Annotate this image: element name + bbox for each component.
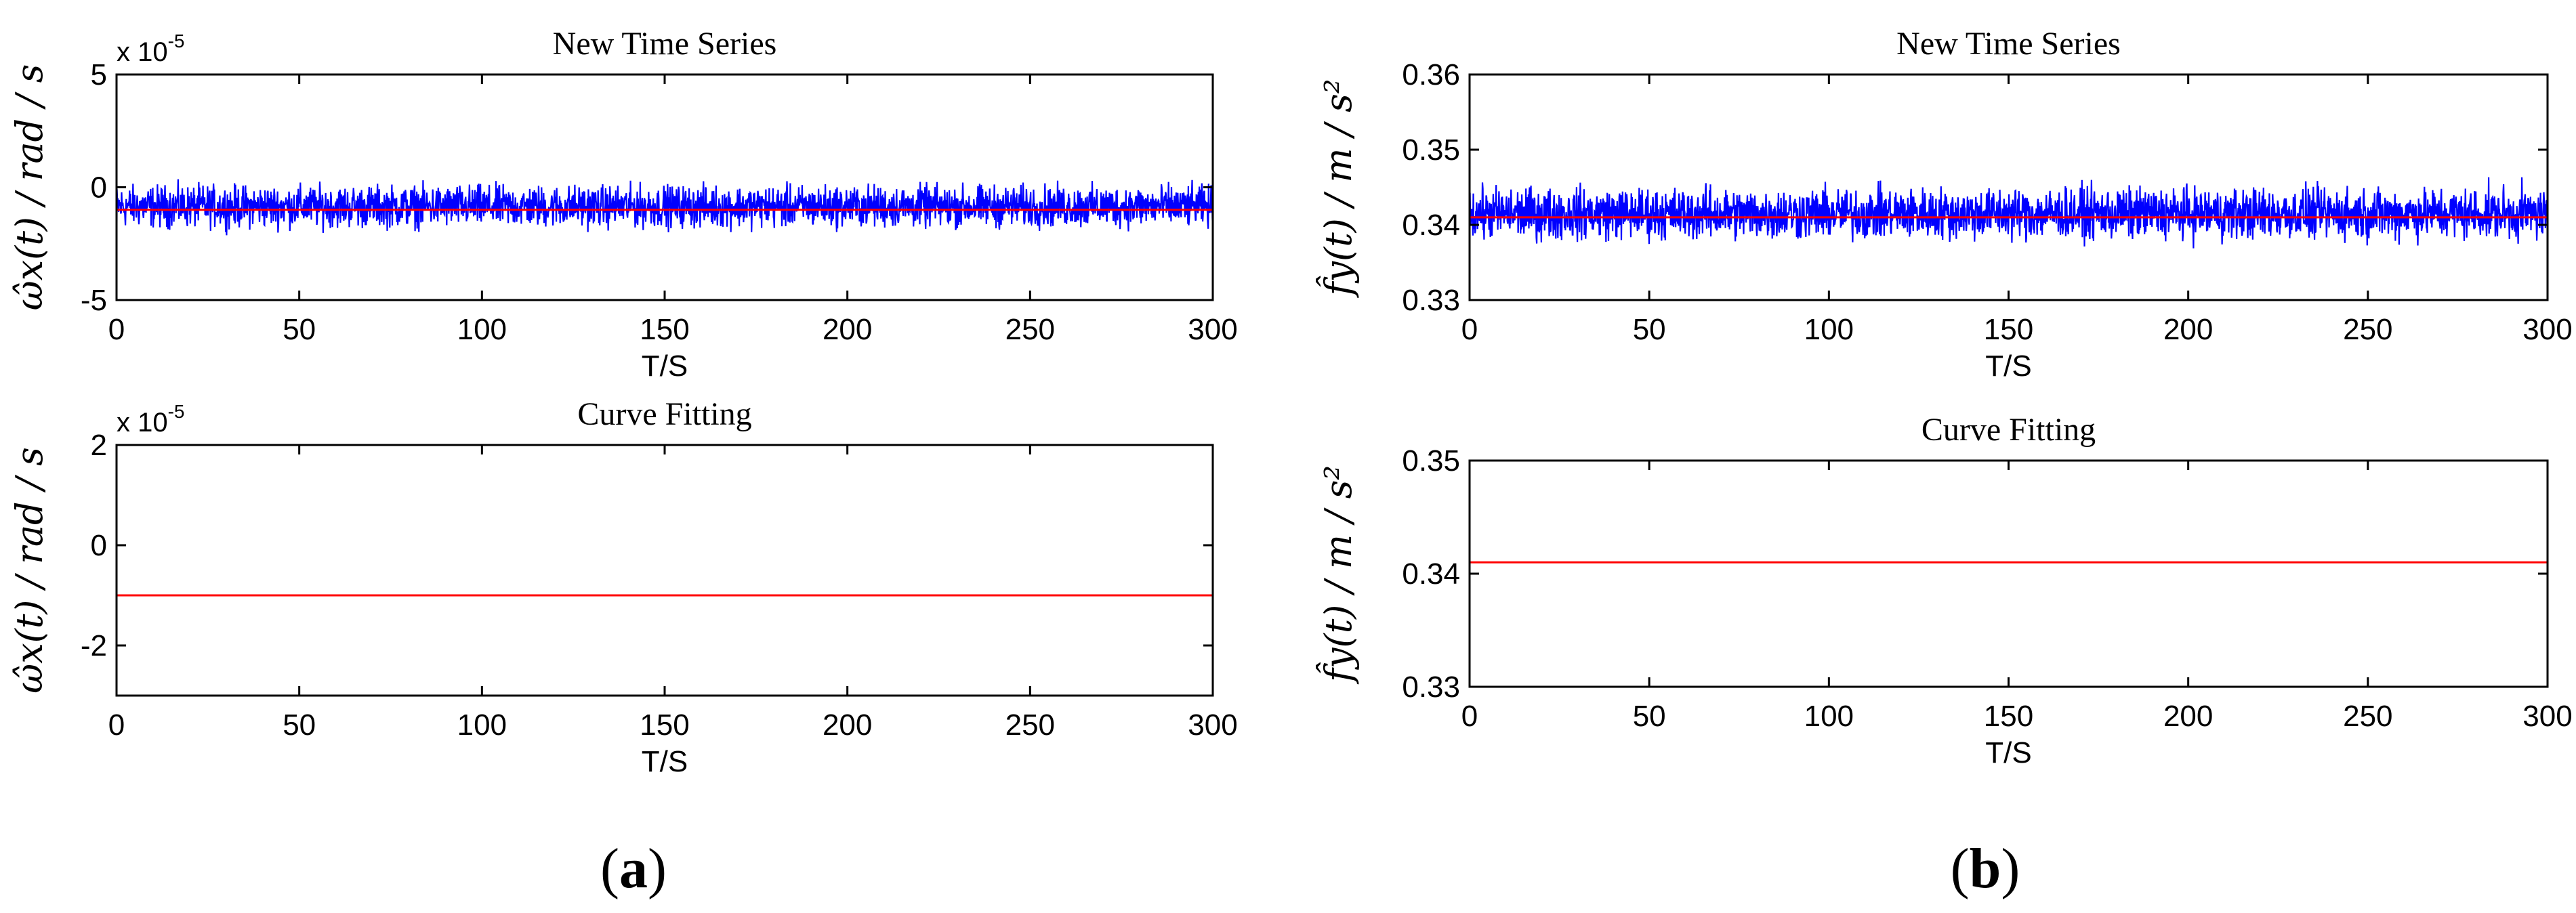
axes-frame: [115, 444, 1214, 697]
x-tick-label: 50: [283, 313, 316, 346]
panel-label-close-paren: ): [648, 837, 667, 900]
y-exponent-power: -5: [168, 401, 185, 422]
x-tick-label: 250: [1005, 708, 1055, 742]
y-tick-label: 0.34: [1402, 209, 1460, 242]
x-tick-label: 300: [1188, 313, 1237, 346]
series-signal-trace: [1470, 177, 2548, 249]
chart-b-bottom: 0 50 100 150 200 250 300 0.33 0.34 0.35 Curve Fitt…: [1315, 412, 2572, 769]
panel-label-letter: b: [1970, 837, 2001, 900]
x-tick-label: 50: [1633, 700, 1666, 733]
x-tick-label: 0: [1461, 313, 1478, 346]
x-tick-label: 100: [1804, 700, 1854, 733]
y-tick-label: 0.34: [1402, 557, 1460, 591]
x-tick-label: 100: [1804, 313, 1854, 346]
y-tick-label: 0.33: [1402, 284, 1460, 317]
x-tick-label: 300: [2522, 700, 2572, 733]
y-exponent-power: -5: [168, 30, 185, 51]
y-tick-label: -5: [81, 284, 107, 317]
panel-label-b: (b): [1951, 837, 2020, 900]
x-tick-label: 250: [1005, 313, 1055, 346]
y-tick-label: 0: [91, 529, 107, 562]
x-axis-label: T/S: [1985, 736, 2031, 769]
x-tick-label: 0: [108, 708, 125, 742]
x-tick-label: 250: [2343, 313, 2392, 346]
x-tick-label: 100: [457, 313, 507, 346]
y-tick-label: 2: [91, 429, 107, 462]
x-tick-label: 50: [1633, 313, 1666, 346]
x-tick-label: 150: [640, 708, 689, 742]
x-tick-label: 200: [823, 313, 872, 346]
y-axis-label: f̂y(t) / m / s²: [1315, 79, 1360, 299]
y-exponent-label: x 10-5: [117, 401, 185, 438]
y-tick-label: -2: [81, 629, 107, 662]
panel-label-a: (a): [600, 837, 667, 900]
axes-frame: [115, 73, 1214, 301]
x-axis-label: T/S: [642, 349, 688, 383]
x-tick-label: 50: [283, 708, 316, 742]
x-tick-label: 150: [1984, 700, 2033, 733]
panel-label-letter: a: [619, 837, 648, 900]
chart-title: New Time Series: [1896, 26, 2121, 62]
y-tick-label: 0.36: [1402, 58, 1460, 91]
x-tick-label: 300: [1188, 708, 1237, 742]
y-tick-label: 0.35: [1402, 133, 1460, 167]
y-tick-label: 5: [91, 58, 107, 91]
y-tick-label: 0: [91, 171, 107, 205]
y-axis-label: f̂y(t) / m / s²: [1315, 465, 1360, 685]
chart-title: Curve Fitting: [577, 396, 751, 432]
y-tick-label: 0.35: [1402, 444, 1460, 477]
series-signal-trace: [117, 179, 1213, 296]
y-tick-label: 0.33: [1402, 671, 1460, 704]
y-axis-label: ω̂x(t) / rad / s: [8, 447, 51, 694]
chart-b-top: 0 50 100 150 200 250 300 0.33 0.34 0.35 0.36 New Ti…: [1315, 26, 2572, 383]
x-tick-label: 250: [2343, 700, 2392, 733]
x-tick-label: 0: [1461, 700, 1478, 733]
axes-frame: [1468, 459, 2549, 688]
x-tick-label: 200: [2163, 313, 2213, 346]
panel-label-open-paren: (: [600, 837, 619, 900]
x-tick-label: 150: [1984, 313, 2033, 346]
panel-label-open-paren: (: [1951, 837, 1970, 900]
axes-frame: [1468, 73, 2549, 301]
x-axis-label: T/S: [1985, 349, 2031, 383]
panel-label-close-paren: ): [2001, 837, 2020, 900]
chart-title: New Time Series: [553, 26, 777, 62]
y-axis-label: ω̂x(t) / rad / s: [8, 64, 51, 311]
x-tick-label: 0: [108, 313, 125, 346]
x-tick-label: 200: [2163, 700, 2213, 733]
x-axis-label: T/S: [642, 745, 688, 778]
chart-title: Curve Fitting: [1921, 412, 2096, 448]
x-tick-label: 150: [640, 313, 689, 346]
x-tick-label: 100: [457, 708, 507, 742]
x-tick-label: 300: [2522, 313, 2572, 346]
x-tick-label: 200: [823, 708, 872, 742]
chart-a-bottom: 0 50 100 150 200 250 300 -2 0 2 x 10-5 Curve Fittin…: [8, 396, 1238, 778]
y-exponent-label: x 10-5: [117, 30, 185, 67]
